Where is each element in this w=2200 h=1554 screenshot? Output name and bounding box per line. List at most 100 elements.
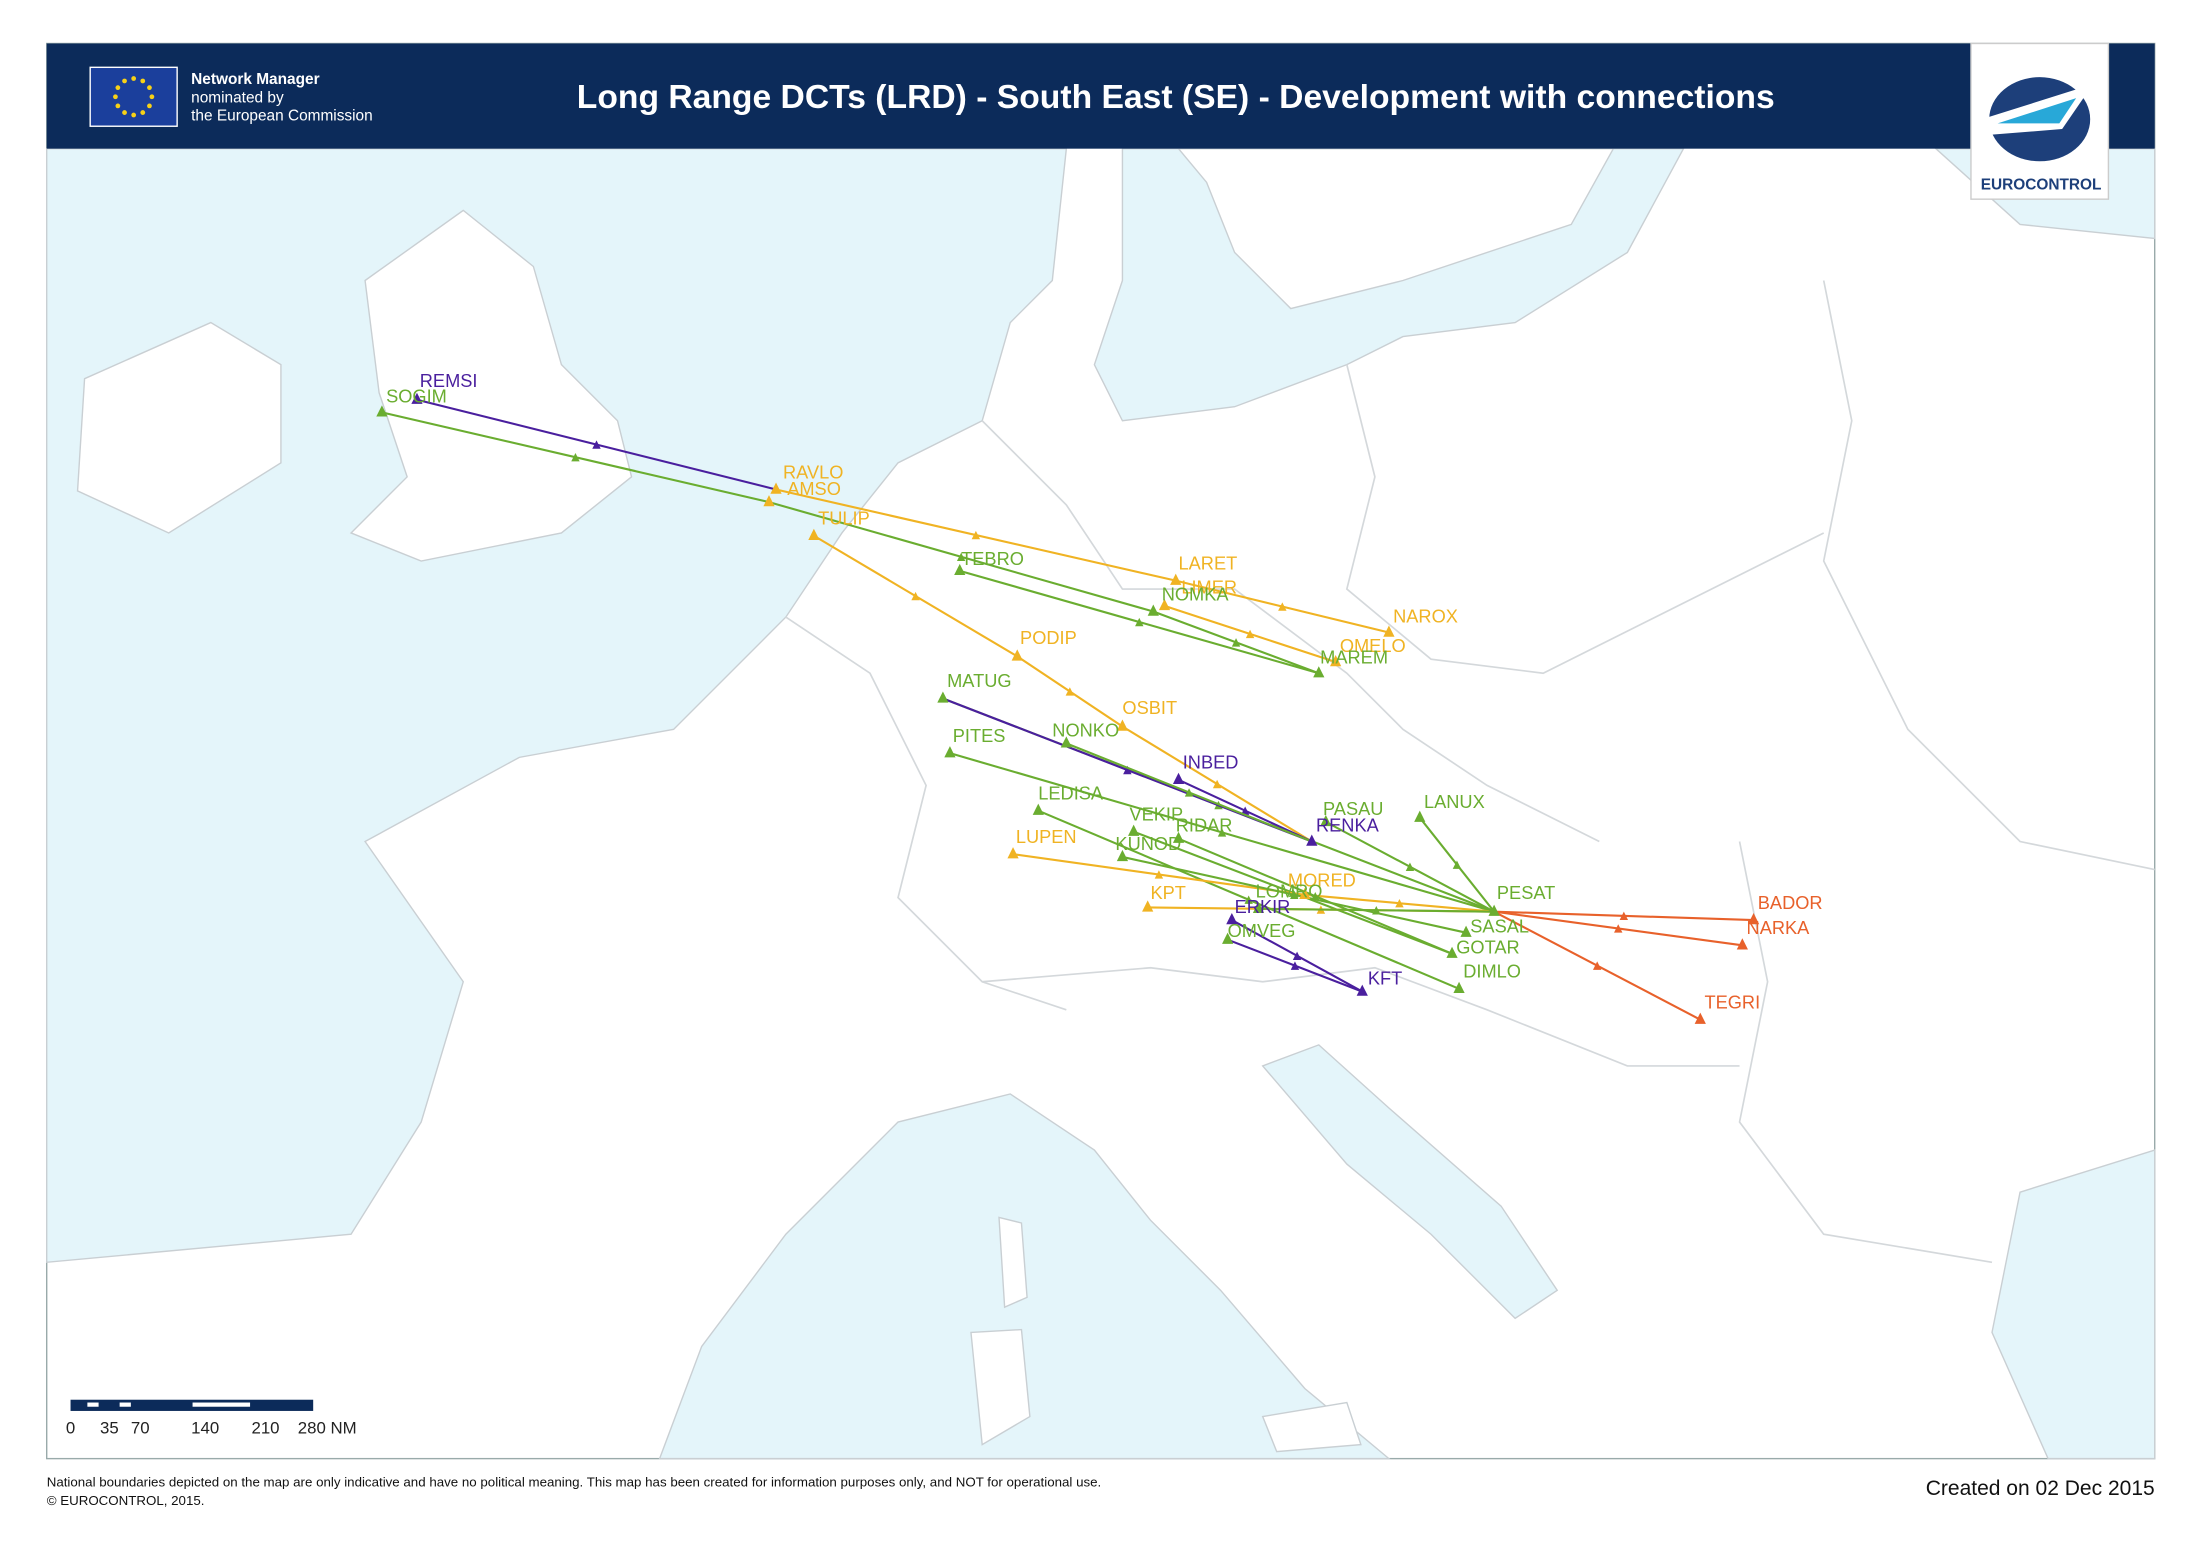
disclaimer: © EUROCONTROL, 2015.	[47, 1493, 205, 1508]
waypoint-marker	[1320, 814, 1332, 827]
eu-flag	[89, 66, 178, 127]
waypoint-marker	[1226, 913, 1238, 925]
route-arrow	[956, 552, 966, 562]
scale-label: 140	[191, 1418, 219, 1437]
route-arrow	[1395, 899, 1404, 908]
scale-label: 0	[66, 1418, 75, 1437]
waypoint-marker	[1313, 666, 1325, 678]
waypoint-marker	[1446, 946, 1458, 958]
waypoint-label: PITES	[953, 725, 1006, 746]
waypoint-label: GOTAR	[1456, 937, 1519, 958]
waypoint-label: LEDISA	[1038, 782, 1104, 803]
waypoint-marker	[1170, 573, 1182, 585]
waypoint-label: PESAT	[1497, 882, 1555, 903]
scale-labels: 0 35 70 140 210 280 NM	[66, 1418, 357, 1437]
route-arrow	[1123, 765, 1132, 775]
waypoint-label: KPT	[1150, 882, 1185, 903]
waypoint-label: PASAU	[1323, 798, 1383, 819]
waypoint-label: KUNOD	[1115, 833, 1181, 854]
waypoint-label: MATUG	[947, 670, 1011, 691]
waypoint-marker	[1252, 901, 1265, 914]
waypoint-label: LOMRO	[1256, 881, 1323, 902]
logo-text: EUROCONTROL	[1981, 176, 2102, 193]
waypoint-label: SASAL	[1470, 916, 1529, 937]
disclaimer: National boundaries depicted on the map …	[47, 1475, 1102, 1490]
waypoint-label: OSBIT	[1122, 697, 1177, 718]
waypoint-marker	[1453, 981, 1465, 993]
route-arrow	[1290, 961, 1300, 970]
waypoint-marker	[1128, 824, 1140, 836]
scale-label: 35	[100, 1418, 119, 1437]
flag-star	[115, 85, 121, 91]
waypoint-label: OMVEG	[1228, 920, 1296, 941]
land-islands	[76, 147, 1615, 1453]
flag-star	[131, 76, 137, 81]
flag-star	[115, 103, 121, 109]
waypoint-label: RENKA	[1316, 815, 1380, 836]
waypoint-label: LUPEN	[1016, 826, 1077, 847]
waypoint-marker	[1306, 834, 1318, 846]
route-arrow	[1614, 924, 1623, 933]
route-arrow	[1065, 687, 1075, 696]
route-arrow	[1290, 890, 1299, 900]
flag-star	[147, 85, 152, 91]
created-date: Created on 02 Dec 2015	[1926, 1477, 2155, 1500]
waypoint-marker	[1158, 598, 1171, 611]
header-bar	[46, 43, 2155, 149]
route-arrow	[1619, 911, 1629, 921]
waypoint-label: LIMER	[1181, 576, 1237, 597]
waypoint-marker	[1142, 900, 1154, 912]
waypoint-label: TEBRO	[961, 548, 1024, 569]
scale-label: 280 NM	[298, 1418, 357, 1437]
route-arrow	[1405, 862, 1415, 871]
waypoint-label: TEGRI	[1704, 991, 1760, 1012]
flag-star	[122, 78, 127, 84]
route-arrow	[1240, 806, 1250, 815]
routes	[381, 398, 1754, 1021]
route-arrow	[592, 440, 601, 449]
waypoint-marker	[1694, 1012, 1706, 1024]
waypoint-marker	[1222, 932, 1234, 944]
route-arrow	[1135, 617, 1144, 627]
waypoint-label: NAROX	[1393, 606, 1458, 627]
waypoint-marker	[411, 392, 423, 404]
route-arrow	[1231, 638, 1241, 647]
waypoint-marker	[954, 563, 966, 576]
waypoint-marker	[1011, 649, 1023, 661]
route-arrow	[971, 530, 981, 540]
waypoint-marker	[1460, 925, 1472, 937]
route-arrow	[1452, 860, 1462, 869]
waypoint-marker	[1383, 625, 1395, 637]
route-arrow	[1245, 629, 1255, 639]
route-arrow	[1244, 895, 1253, 904]
waypoint-marker	[1116, 849, 1129, 862]
flag-star	[140, 110, 146, 115]
waypoint-label: MAREM	[1320, 646, 1388, 667]
waypoint-label: OMELO	[1340, 635, 1406, 656]
waypoint-marker	[1147, 604, 1159, 616]
scale-label: 210	[251, 1418, 279, 1437]
route-arrow	[1154, 870, 1164, 879]
waypoint-marker	[770, 482, 782, 494]
waypoint-label: NONKO	[1052, 719, 1119, 740]
waypoint-marker	[1116, 719, 1129, 731]
route-arrow	[1372, 906, 1381, 915]
waypoint-label: NOMKA	[1162, 583, 1230, 604]
waypoint-marker	[1736, 938, 1748, 950]
logo: EUROCONTROL	[1970, 42, 2110, 200]
scale-label: 70	[131, 1418, 150, 1437]
flag-star	[147, 103, 152, 109]
waypoint-label: MORED	[1288, 869, 1356, 890]
waypoint-label: KFT	[1368, 968, 1402, 989]
route-arrow	[1184, 788, 1194, 797]
waypoint-label: BADOR	[1758, 892, 1823, 913]
waypoint-marker	[937, 691, 949, 703]
waypoint-marker	[1060, 736, 1072, 748]
waypoint-marker	[1007, 847, 1019, 859]
waypoint-label: LANUX	[1424, 791, 1485, 812]
route-arrow	[1292, 951, 1302, 961]
waypoint-label: TULIP	[818, 508, 870, 529]
waypoint-label: LARET	[1179, 552, 1238, 573]
